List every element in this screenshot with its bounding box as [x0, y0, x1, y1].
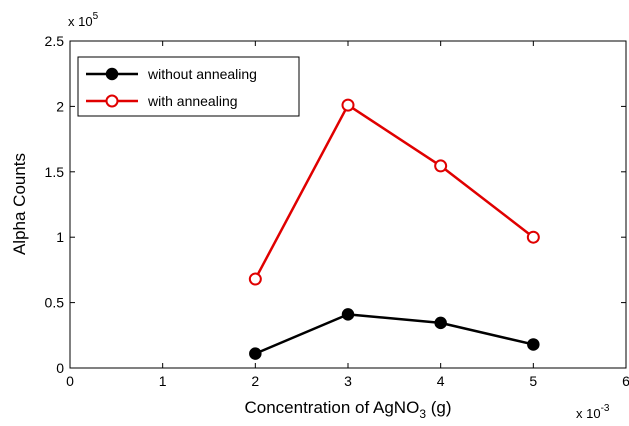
y-axis-label: Alpha Counts — [10, 153, 29, 255]
data-point-without-annealing — [341, 308, 355, 321]
series-line-with-annealing — [254, 103, 535, 280]
y-tick-label: 0.5 — [45, 295, 65, 311]
x-tick-label: 0 — [66, 373, 74, 389]
x-tick-label: 2 — [251, 373, 259, 389]
x-axis-label: Concentration of AgNO3 (g) — [244, 398, 451, 421]
x-tick-label: 3 — [344, 373, 352, 389]
y-tick-label: 0 — [56, 360, 64, 376]
axis-ticks: 0 1 2 3 4 5 6 0 0.5 1 1.5 2 2.5 — [45, 33, 629, 389]
y-tick-label: 2.5 — [45, 33, 65, 49]
data-point-without-annealing — [527, 338, 540, 351]
y-multiplier: x 105 — [68, 11, 99, 29]
data-point-with-annealing — [434, 159, 448, 173]
series-layer — [248, 98, 540, 360]
y-tick-label: 2 — [56, 98, 64, 114]
legend: without annealing with annealing — [77, 56, 300, 117]
y-tick-label: 1.5 — [45, 164, 65, 180]
x-tick-label: 5 — [529, 373, 537, 389]
data-point-with-annealing — [526, 230, 540, 244]
x-multiplier: x 10-3 — [576, 403, 610, 421]
data-point-with-annealing — [341, 98, 355, 112]
x-tick-label: 6 — [622, 373, 629, 389]
legend-label-without-annealing: without annealing — [147, 66, 257, 82]
legend-marker-with-annealing — [105, 94, 119, 108]
series-line-without-annealing — [254, 313, 534, 355]
y-tick-label: 1 — [56, 229, 64, 245]
data-point-with-annealing — [248, 272, 262, 286]
data-point-without-annealing — [249, 347, 262, 360]
x-tick-label: 4 — [437, 373, 445, 389]
x-tick-label: 1 — [159, 373, 167, 389]
data-point-without-annealing — [434, 316, 447, 330]
legend-marker-without-annealing — [105, 67, 119, 81]
legend-label-with-annealing: with annealing — [147, 93, 238, 109]
